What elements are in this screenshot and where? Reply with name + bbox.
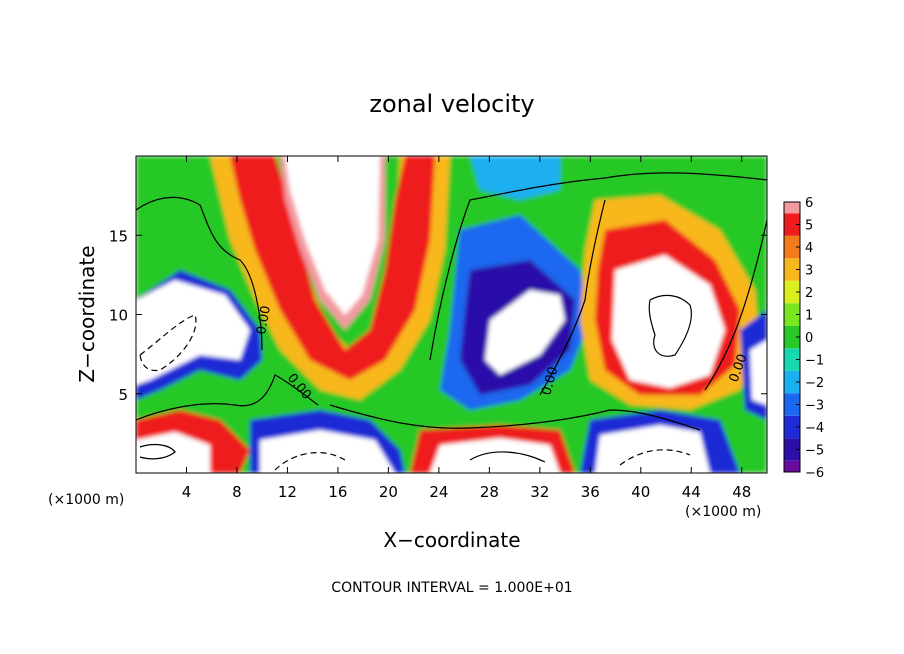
y-tick-label: 15 xyxy=(109,227,128,245)
colorbar-swatch xyxy=(784,393,800,416)
colorbar-label: −2 xyxy=(805,376,824,391)
field-region xyxy=(136,280,250,385)
field-region xyxy=(595,425,710,473)
zero-contour xyxy=(136,196,263,351)
zero-contour xyxy=(429,172,767,361)
x-tick-label: 16 xyxy=(328,483,347,501)
colorbar-label: 3 xyxy=(805,264,813,279)
colorbar-swatch xyxy=(784,258,800,281)
x-unit-left: (×1000 m) xyxy=(48,492,124,508)
colorbar-swatch xyxy=(784,280,800,304)
colorbar-label: −1 xyxy=(805,354,824,369)
colorbar-label: 1 xyxy=(805,309,813,324)
colorbar-swatch xyxy=(784,303,800,326)
x-tick-label: 12 xyxy=(278,483,297,501)
contour-label: 0.00 xyxy=(254,305,274,336)
field-region xyxy=(260,430,395,473)
x-axis-label: X−coordinate xyxy=(383,528,520,552)
colorbar-label: 5 xyxy=(805,219,813,234)
colorbar-swatch xyxy=(784,202,800,214)
field-region xyxy=(485,290,565,375)
contour-line xyxy=(469,451,546,463)
colorbar-label: −4 xyxy=(805,421,824,436)
velocity-field: 0.00 0.00 0.00 0.00 xyxy=(136,156,767,473)
colorbar-label: 6 xyxy=(805,196,813,211)
y-tick-label: 5 xyxy=(118,386,128,404)
contour-interval: CONTOUR INTERVAL = 1.000E+01 xyxy=(331,580,572,596)
contour-line-dashed xyxy=(139,314,197,372)
x-tick-label: 40 xyxy=(631,483,650,501)
contour-line xyxy=(648,294,692,357)
x-tick-label: 36 xyxy=(581,483,600,501)
colorbar-label: 0 xyxy=(805,331,813,346)
y-tick-label: 10 xyxy=(109,307,128,325)
field-region xyxy=(285,156,380,315)
zero-contour xyxy=(329,404,701,431)
contour-line-dashed xyxy=(274,452,346,471)
colorbar-label: 4 xyxy=(805,241,813,256)
x-tick-label: 4 xyxy=(182,483,192,501)
zero-contour xyxy=(136,374,319,421)
field-region xyxy=(430,438,560,473)
zero-contour xyxy=(704,219,767,391)
colorbar-label: 2 xyxy=(805,286,813,301)
field-region xyxy=(750,340,767,405)
colorbar-swatch xyxy=(784,213,800,236)
x-tick-label: 44 xyxy=(682,483,701,501)
x-tick-label: 32 xyxy=(530,483,549,501)
zero-contour xyxy=(539,199,606,396)
colorbar-swatch xyxy=(784,415,800,439)
x-axis: 4 8 12 16 20 24 28 32 36 40 44 48 xyxy=(182,156,751,501)
colorbar-swatch xyxy=(784,348,800,371)
x-tick-label: 24 xyxy=(429,483,448,501)
colorbar-swatch xyxy=(784,438,800,461)
colorbar-label: −3 xyxy=(805,399,824,414)
x-tick-label: 8 xyxy=(232,483,242,501)
y-axis: 5 10 15 xyxy=(109,227,767,404)
colorbar-label: −6 xyxy=(805,466,824,481)
field-region xyxy=(470,156,560,200)
colorbar-label: −5 xyxy=(805,444,824,459)
field-region xyxy=(136,432,210,473)
colorbar-swatch xyxy=(784,370,800,394)
colorbar-swatch xyxy=(784,235,800,259)
x-tick-label: 20 xyxy=(379,483,398,501)
colorbar-swatch xyxy=(784,325,800,349)
x-tick-label: 28 xyxy=(480,483,499,501)
field-region xyxy=(230,156,435,380)
colorbar: 6 5 4 3 2 1 0 −1 −2 −3 −4 −5 −6 xyxy=(783,196,824,481)
contour-line xyxy=(139,443,176,460)
field-region xyxy=(612,255,725,388)
y-axis-label: Z−coordinate xyxy=(75,245,99,382)
contour-label: 0.00 xyxy=(539,365,561,397)
chart-title: zonal velocity xyxy=(369,90,534,118)
x-tick-label: 48 xyxy=(732,483,751,501)
contour-lines xyxy=(136,172,767,471)
colorbar-swatch xyxy=(784,460,800,472)
x-unit-right: (×1000 m) xyxy=(685,504,761,520)
